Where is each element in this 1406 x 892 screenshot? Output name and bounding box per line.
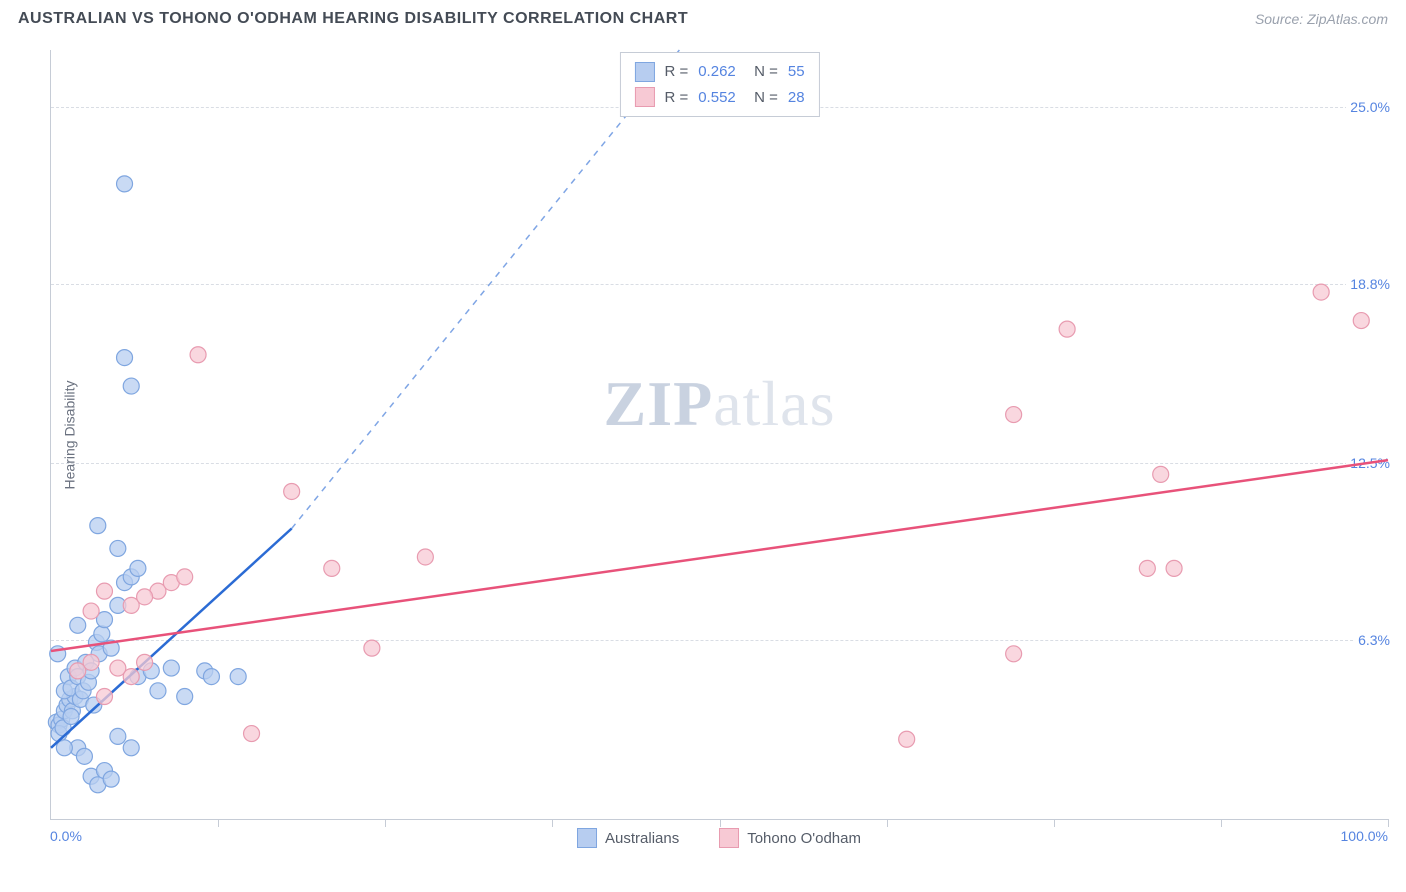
scatter-point — [137, 654, 153, 670]
legend-swatch-tohono — [719, 828, 739, 848]
stat-r-value: 0.552 — [698, 85, 736, 111]
scatter-point — [90, 518, 106, 534]
x-tick — [720, 819, 721, 827]
source-prefix: Source: — [1255, 11, 1307, 27]
trend-line-extrapolated — [292, 50, 680, 528]
stat-r-value: 0.262 — [698, 59, 736, 85]
scatter-svg — [51, 50, 1388, 819]
legend-swatch-australians — [577, 828, 597, 848]
scatter-point — [899, 731, 915, 747]
scatter-point — [137, 589, 153, 605]
x-tick — [552, 819, 553, 827]
x-tick — [385, 819, 386, 827]
x-tick — [887, 819, 888, 827]
stat-n-value: 55 — [788, 59, 805, 85]
scatter-point — [1059, 321, 1075, 337]
scatter-point — [96, 689, 112, 705]
scatter-point — [1006, 646, 1022, 662]
x-tick — [218, 819, 219, 827]
scatter-point — [150, 683, 166, 699]
scatter-point — [1166, 560, 1182, 576]
source-attribution: Source: ZipAtlas.com — [1255, 11, 1388, 27]
scatter-point — [1139, 560, 1155, 576]
legend-label-tohono: Tohono O'odham — [747, 830, 861, 847]
swatch-tohono — [634, 87, 654, 107]
scatter-point — [203, 669, 219, 685]
scatter-point — [417, 549, 433, 565]
stat-n-label: N = — [746, 59, 778, 85]
chart-container: Hearing Disability ZIPatlas R = 0.262 N … — [50, 50, 1388, 852]
scatter-point — [83, 654, 99, 670]
scatter-point — [190, 347, 206, 363]
trend-line — [51, 460, 1388, 651]
stat-r-label: R = — [664, 59, 688, 85]
scatter-point — [110, 728, 126, 744]
scatter-point — [324, 560, 340, 576]
swatch-australians — [634, 62, 654, 82]
scatter-point — [123, 740, 139, 756]
plot-area: Hearing Disability ZIPatlas R = 0.262 N … — [50, 50, 1388, 820]
scatter-point — [1153, 466, 1169, 482]
stat-r-label: R = — [664, 85, 688, 111]
scatter-point — [123, 378, 139, 394]
chart-title: AUSTRALIAN VS TOHONO O'ODHAM HEARING DIS… — [18, 10, 688, 28]
scatter-point — [117, 350, 133, 366]
stat-n-value: 28 — [788, 85, 805, 111]
x-tick — [1054, 819, 1055, 827]
scatter-point — [177, 569, 193, 585]
x-axis-max-label: 100.0% — [1341, 828, 1388, 844]
x-tick — [1388, 819, 1389, 827]
scatter-point — [103, 771, 119, 787]
scatter-point — [1353, 313, 1369, 329]
scatter-point — [163, 660, 179, 676]
scatter-point — [70, 617, 86, 633]
scatter-point — [1006, 407, 1022, 423]
scatter-point — [130, 560, 146, 576]
scatter-point — [1313, 284, 1329, 300]
x-tick — [1221, 819, 1222, 827]
stats-row-australians: R = 0.262 N = 55 — [634, 59, 804, 85]
stats-row-tohono: R = 0.552 N = 28 — [634, 85, 804, 111]
scatter-point — [230, 669, 246, 685]
scatter-point — [177, 689, 193, 705]
scatter-point — [244, 726, 260, 742]
legend-item-australians: Australians — [577, 828, 679, 848]
scatter-point — [123, 669, 139, 685]
source-name: ZipAtlas.com — [1307, 11, 1388, 27]
scatter-point — [117, 176, 133, 192]
legend-label-australians: Australians — [605, 830, 679, 847]
scatter-point — [76, 748, 92, 764]
correlation-stats-box: R = 0.262 N = 55 R = 0.552 N = 28 — [619, 52, 819, 117]
scatter-point — [94, 626, 110, 642]
scatter-point — [110, 540, 126, 556]
scatter-point — [284, 483, 300, 499]
stat-n-label: N = — [746, 85, 778, 111]
scatter-point — [364, 640, 380, 656]
scatter-point — [63, 708, 79, 724]
trend-line — [51, 528, 292, 747]
x-axis-min-label: 0.0% — [50, 828, 82, 844]
scatter-point — [96, 583, 112, 599]
scatter-point — [83, 603, 99, 619]
legend-item-tohono: Tohono O'odham — [719, 828, 861, 848]
series-legend: Australians Tohono O'odham — [577, 828, 861, 848]
